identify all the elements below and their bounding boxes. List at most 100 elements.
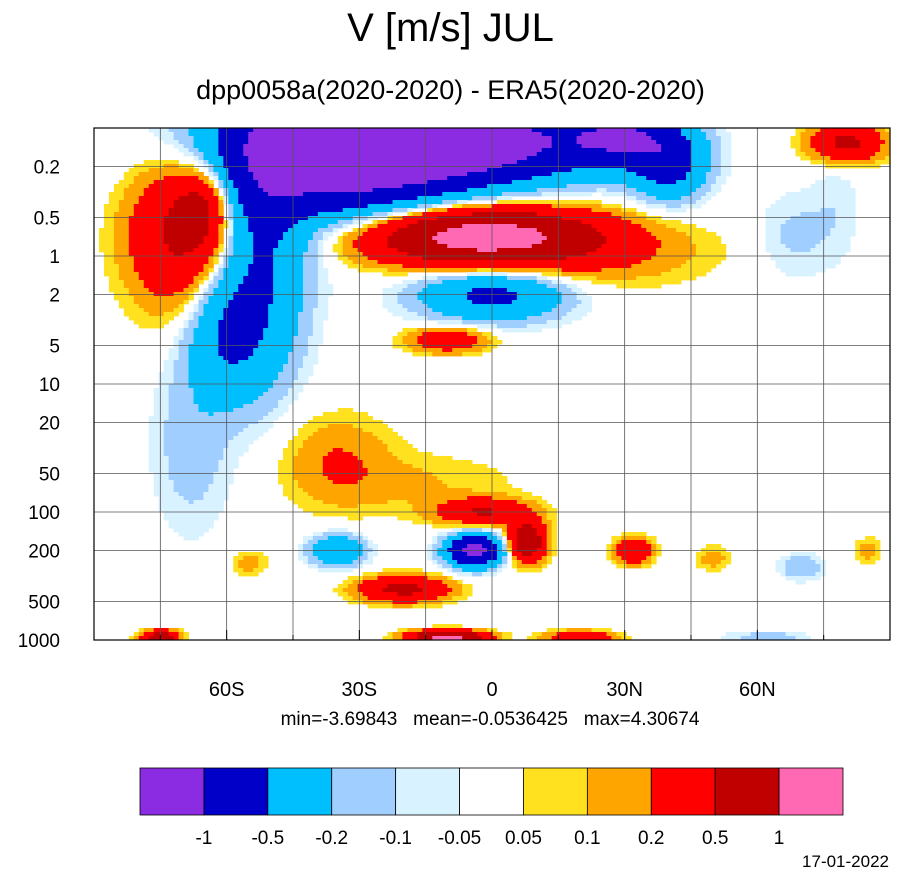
contour-cell bbox=[412, 236, 418, 241]
contour-cell bbox=[372, 224, 378, 229]
contour-cell bbox=[422, 192, 428, 197]
contour-cell bbox=[571, 224, 577, 229]
contour-cell bbox=[626, 256, 632, 261]
contour-cell bbox=[312, 152, 319, 157]
contour-cell bbox=[591, 184, 597, 189]
contour-cell bbox=[382, 152, 388, 157]
contour-cell bbox=[700, 168, 707, 173]
contour-cell bbox=[805, 220, 811, 225]
contour-cell bbox=[596, 180, 602, 185]
contour-cell bbox=[551, 268, 558, 273]
contour-cell bbox=[213, 128, 219, 133]
contour-cell bbox=[472, 232, 478, 237]
contour-cell bbox=[407, 212, 413, 217]
contour-cell bbox=[492, 256, 498, 261]
contour-cell bbox=[715, 256, 722, 261]
contour-cell bbox=[790, 204, 796, 209]
contour-cell bbox=[188, 264, 194, 269]
contour-cell bbox=[810, 208, 816, 213]
contour-cell bbox=[551, 256, 558, 261]
contour-cell bbox=[840, 252, 846, 257]
contour-cell bbox=[168, 212, 175, 217]
contour-cell bbox=[516, 216, 523, 221]
contour-cell bbox=[293, 268, 299, 273]
contour-cell bbox=[785, 192, 791, 197]
contour-cell bbox=[581, 276, 587, 281]
contour-cell bbox=[337, 204, 344, 209]
contour-cell bbox=[193, 280, 199, 285]
contour-cell bbox=[616, 276, 622, 281]
contour-cell bbox=[317, 168, 324, 173]
contour-cell bbox=[586, 204, 592, 209]
contour-cell bbox=[526, 128, 533, 133]
contour-cell bbox=[283, 152, 289, 157]
contour-cell bbox=[686, 144, 692, 149]
contour-cell bbox=[153, 176, 160, 181]
contour-cell bbox=[293, 152, 299, 157]
contour-cell bbox=[238, 252, 244, 257]
contour-cell bbox=[581, 148, 587, 153]
contour-cell bbox=[248, 260, 254, 265]
contour-cell bbox=[686, 240, 692, 245]
contour-cell bbox=[307, 268, 314, 273]
contour-cell bbox=[138, 204, 145, 209]
contour-cell bbox=[546, 268, 553, 273]
contour-cell bbox=[238, 188, 244, 193]
contour-cell bbox=[342, 200, 349, 205]
contour-cell bbox=[288, 188, 294, 193]
contour-cell bbox=[263, 272, 269, 277]
contour-cell bbox=[452, 216, 458, 221]
contour-cell bbox=[387, 216, 393, 221]
contour-cell bbox=[392, 176, 398, 181]
contour-cell bbox=[790, 248, 796, 253]
contour-cell bbox=[611, 272, 617, 277]
contour-cell bbox=[113, 280, 120, 285]
contour-cell bbox=[228, 276, 234, 281]
contour-cell bbox=[148, 260, 155, 265]
contour-cell bbox=[312, 204, 319, 209]
contour-cell bbox=[482, 172, 488, 177]
contour-cell bbox=[631, 260, 637, 265]
contour-cell bbox=[367, 172, 374, 177]
contour-cell bbox=[417, 180, 423, 185]
contour-cell bbox=[452, 208, 458, 213]
contour-cell bbox=[656, 236, 662, 241]
contour-cell bbox=[541, 260, 548, 265]
contour-cell bbox=[278, 184, 284, 189]
contour-cell bbox=[397, 140, 403, 145]
contour-cell bbox=[646, 276, 652, 281]
contour-cell bbox=[143, 240, 150, 245]
contour-cell bbox=[546, 160, 553, 165]
contour-cell bbox=[297, 204, 304, 209]
contour-cell bbox=[800, 240, 806, 245]
contour-cell bbox=[616, 272, 622, 277]
contour-cell bbox=[417, 148, 423, 153]
contour-cell bbox=[710, 188, 717, 193]
contour-cell bbox=[556, 248, 563, 253]
contour-cell bbox=[676, 260, 682, 265]
contour-cell bbox=[347, 168, 354, 173]
contour-cell bbox=[452, 168, 458, 173]
contour-cell bbox=[188, 128, 194, 133]
contour-cell bbox=[790, 208, 796, 213]
contour-cell bbox=[372, 252, 378, 257]
contour-cell bbox=[143, 224, 150, 229]
contour-cell bbox=[785, 240, 791, 245]
contour-cell bbox=[143, 200, 150, 205]
contour-cell bbox=[248, 252, 254, 257]
contour-cell bbox=[606, 156, 612, 161]
contour-cell bbox=[561, 140, 568, 145]
contour-cell bbox=[467, 188, 473, 193]
contour-cell bbox=[128, 224, 135, 229]
contour-cell bbox=[800, 192, 806, 197]
contour-cell bbox=[337, 252, 344, 257]
contour-cell bbox=[332, 160, 339, 165]
contour-cell bbox=[556, 264, 563, 269]
contour-cell bbox=[571, 192, 577, 197]
contour-cell bbox=[103, 264, 110, 269]
contour-cell bbox=[467, 212, 473, 217]
contour-cell bbox=[437, 248, 443, 253]
contour-cell bbox=[541, 244, 548, 249]
contour-cell bbox=[302, 240, 309, 245]
contour-cell bbox=[407, 236, 413, 241]
